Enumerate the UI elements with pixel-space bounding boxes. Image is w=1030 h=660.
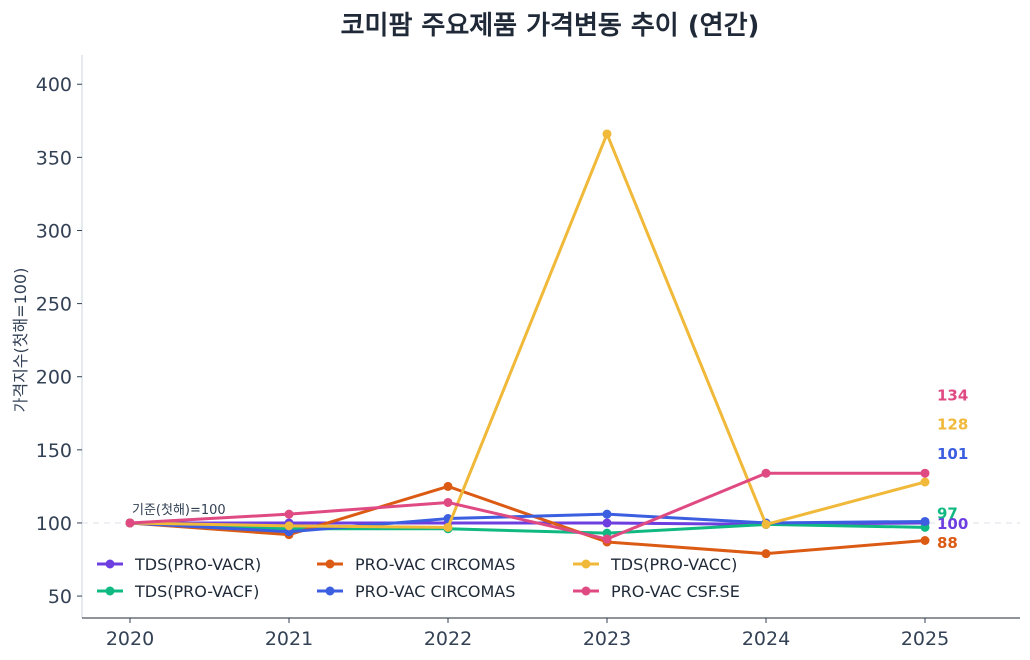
x-tick-label: 2022 bbox=[424, 628, 472, 650]
legend: TDS(PRO-VACR) TDS(PRO-VACF) PRO-VAC CIRCOM… bbox=[97, 555, 740, 601]
series-line bbox=[128, 471, 927, 541]
baseline: 기준(첫해)=100 bbox=[82, 503, 1020, 524]
legend-item: PRO-VAC CSF.SE bbox=[573, 582, 740, 601]
axes: 50 100 150 200 250 300 350 400 2020 2021 2022 2023 2… bbox=[36, 55, 1020, 650]
legend-swatch-marker bbox=[325, 559, 335, 569]
x-tick-label: 2025 bbox=[901, 628, 949, 650]
data-point bbox=[602, 509, 612, 519]
end-value-label: 97 bbox=[937, 505, 958, 523]
x-tick-label: 2023 bbox=[583, 628, 631, 650]
data-point bbox=[443, 522, 453, 532]
data-point bbox=[602, 518, 612, 528]
data-point bbox=[284, 521, 294, 531]
end-value-label: 100 bbox=[937, 515, 968, 533]
legend-item: PRO-VAC CIRCOMAS bbox=[317, 555, 515, 574]
series-line bbox=[128, 521, 927, 535]
legend-item: TDS(PRO-VACF) bbox=[97, 582, 259, 601]
y-tick-label: 250 bbox=[36, 294, 72, 316]
data-point bbox=[443, 497, 453, 507]
data-point bbox=[443, 481, 453, 491]
y-tick-label: 350 bbox=[36, 147, 72, 169]
data-point bbox=[125, 518, 135, 528]
y-tick-label: 200 bbox=[36, 367, 72, 389]
x-tick-label: 2020 bbox=[106, 628, 154, 650]
baseline-label: 기준(첫해)=100 bbox=[132, 503, 226, 518]
data-point bbox=[920, 477, 930, 487]
y-axis-label: 가격지수(첫해=100) bbox=[11, 268, 30, 413]
legend-swatch-marker bbox=[325, 586, 335, 596]
legend-swatch-marker bbox=[581, 586, 591, 596]
data-point bbox=[761, 468, 771, 478]
series-group bbox=[125, 129, 930, 532]
end-value-label: 134 bbox=[937, 386, 968, 404]
x-tick-label: 2024 bbox=[742, 628, 790, 650]
legend-swatch-marker bbox=[581, 559, 591, 569]
legend-swatch-marker bbox=[105, 586, 115, 596]
x-tick-label: 2021 bbox=[265, 628, 313, 650]
y-tick-label: 50 bbox=[48, 586, 72, 608]
data-point bbox=[920, 535, 930, 545]
legend-label: TDS(PRO-VACF) bbox=[134, 582, 259, 601]
series-lines bbox=[125, 129, 930, 559]
chart-title: 코미팜 주요제품 가격변동 추이 (연간) bbox=[341, 11, 760, 41]
legend-label: PRO-VAC CIRCOMAS bbox=[355, 582, 515, 601]
end-value-label: 101 bbox=[937, 445, 968, 463]
data-point bbox=[284, 509, 294, 519]
legend-label: PRO-VAC CIRCOMAS bbox=[355, 555, 515, 574]
series-line bbox=[128, 484, 927, 556]
y-tick-label: 400 bbox=[36, 74, 72, 96]
series-group bbox=[125, 468, 930, 544]
legend-item: TDS(PRO-VACC) bbox=[573, 555, 737, 574]
legend-label: PRO-VAC CSF.SE bbox=[611, 582, 740, 601]
y-tick-label: 300 bbox=[36, 220, 72, 242]
data-point bbox=[920, 516, 930, 526]
data-point bbox=[761, 519, 771, 529]
data-point bbox=[602, 129, 612, 139]
legend-item: TDS(PRO-VACR) bbox=[97, 555, 261, 574]
end-value-label: 88 bbox=[937, 534, 958, 552]
data-point bbox=[761, 549, 771, 559]
legend-swatch-marker bbox=[105, 559, 115, 569]
legend-item: PRO-VAC CIRCOMAS bbox=[317, 582, 515, 601]
series-line bbox=[128, 512, 927, 534]
end-value-label: 128 bbox=[937, 416, 968, 434]
legend-label: TDS(PRO-VACR) bbox=[134, 555, 261, 574]
series-line bbox=[128, 132, 927, 529]
y-tick-label: 150 bbox=[36, 440, 72, 462]
y-tick-label: 100 bbox=[36, 513, 72, 535]
data-point bbox=[920, 468, 930, 478]
legend-label: TDS(PRO-VACC) bbox=[610, 555, 737, 574]
data-point bbox=[602, 534, 612, 544]
